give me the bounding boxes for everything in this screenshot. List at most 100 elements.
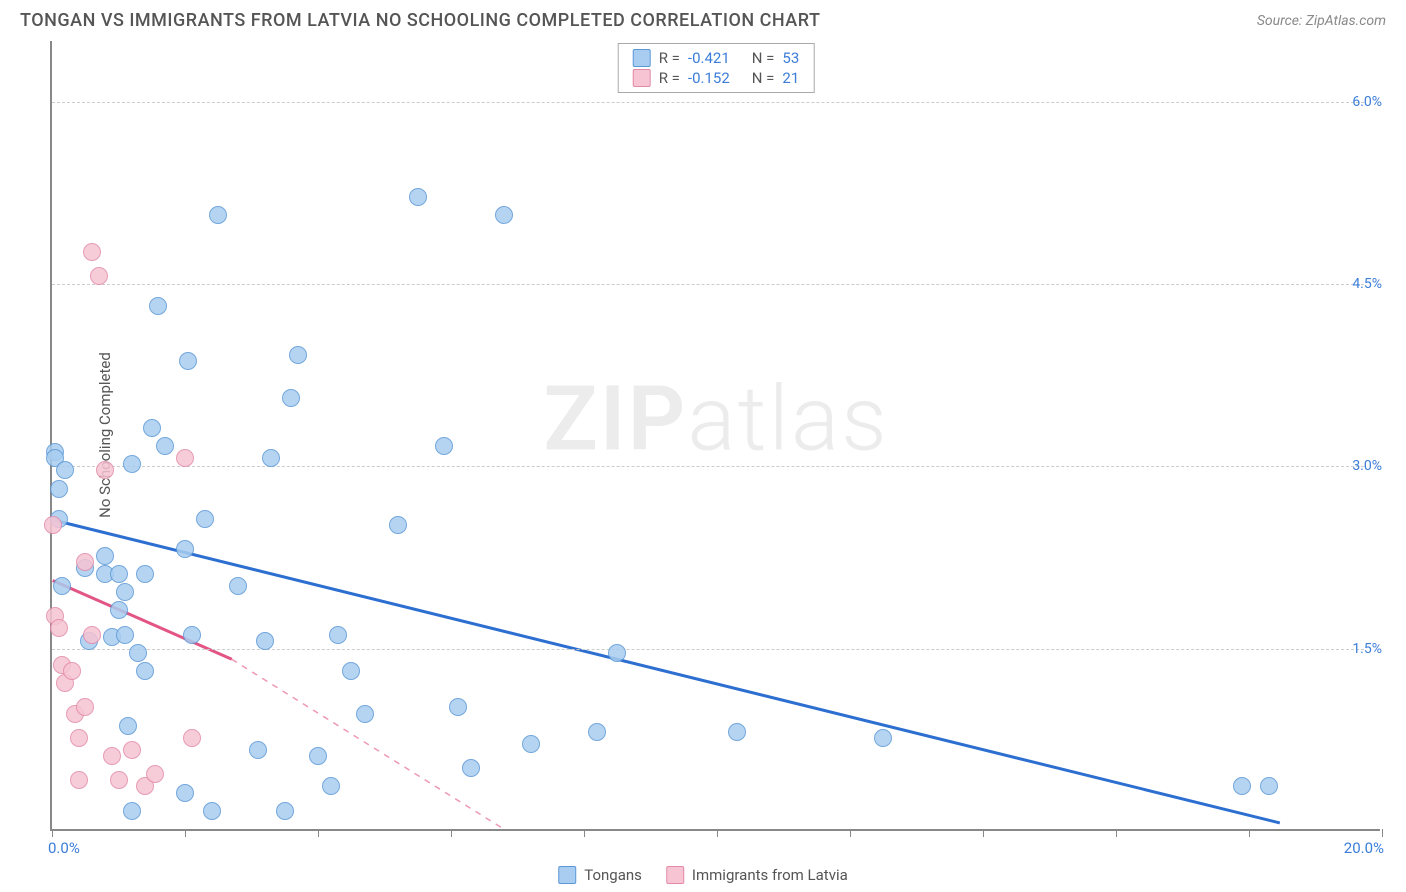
legend-swatch bbox=[558, 866, 576, 884]
data-point bbox=[176, 540, 194, 558]
legend-item: Tongans bbox=[558, 866, 642, 884]
y-tick-label: 1.5% bbox=[1352, 641, 1382, 657]
data-point bbox=[256, 632, 274, 650]
data-point bbox=[262, 449, 280, 467]
data-point bbox=[96, 461, 114, 479]
data-point bbox=[90, 267, 108, 285]
data-point bbox=[110, 601, 128, 619]
x-tick bbox=[983, 829, 984, 837]
data-point bbox=[70, 771, 88, 789]
data-point bbox=[143, 419, 161, 437]
data-point bbox=[435, 437, 453, 455]
gridline bbox=[52, 284, 1364, 285]
data-point bbox=[119, 717, 137, 735]
gridline bbox=[52, 466, 1364, 467]
data-point bbox=[322, 777, 340, 795]
data-point bbox=[110, 771, 128, 789]
x-tick bbox=[185, 829, 186, 837]
x-tick bbox=[1116, 829, 1117, 837]
legend-item: Immigrants from Latvia bbox=[666, 866, 848, 884]
data-point bbox=[329, 626, 347, 644]
data-point bbox=[276, 802, 294, 820]
data-point bbox=[282, 389, 300, 407]
n-label: N = bbox=[752, 69, 775, 87]
n-value: 21 bbox=[782, 69, 799, 87]
legend-swatch bbox=[666, 866, 684, 884]
data-point bbox=[110, 565, 128, 583]
y-tick-label: 4.5% bbox=[1352, 276, 1382, 292]
y-tick-label: 3.0% bbox=[1352, 458, 1382, 474]
legend-label: Immigrants from Latvia bbox=[692, 866, 848, 884]
data-point bbox=[449, 698, 467, 716]
data-point bbox=[70, 729, 88, 747]
data-point bbox=[183, 626, 201, 644]
gridline bbox=[52, 649, 1364, 650]
r-value: -0.152 bbox=[688, 69, 730, 87]
data-point bbox=[495, 206, 513, 224]
data-point bbox=[116, 626, 134, 644]
data-point bbox=[176, 784, 194, 802]
data-point bbox=[136, 565, 154, 583]
data-point bbox=[103, 747, 121, 765]
trend-lines bbox=[52, 41, 1380, 829]
data-point bbox=[1233, 777, 1251, 795]
legend-swatch bbox=[633, 69, 651, 87]
data-point bbox=[203, 802, 221, 820]
n-value: 53 bbox=[782, 49, 799, 67]
data-point bbox=[409, 188, 427, 206]
stats-row: R = -0.152 N = 21 bbox=[633, 68, 800, 88]
x-tick bbox=[850, 829, 851, 837]
data-point bbox=[183, 729, 201, 747]
data-point bbox=[149, 297, 167, 315]
chart-header: TONGAN VS IMMIGRANTS FROM LATVIA NO SCHO… bbox=[0, 0, 1406, 36]
data-point bbox=[129, 644, 147, 662]
data-point bbox=[1260, 777, 1278, 795]
data-point bbox=[249, 741, 267, 759]
data-point bbox=[356, 705, 374, 723]
data-point bbox=[116, 583, 134, 601]
data-point bbox=[156, 437, 174, 455]
data-point bbox=[53, 577, 71, 595]
data-point bbox=[76, 698, 94, 716]
data-point bbox=[123, 802, 141, 820]
data-point bbox=[608, 644, 626, 662]
stats-row: R = -0.421 N = 53 bbox=[633, 48, 800, 68]
data-point bbox=[342, 662, 360, 680]
data-point bbox=[462, 759, 480, 777]
x-tick bbox=[318, 829, 319, 837]
data-point bbox=[229, 577, 247, 595]
data-point bbox=[63, 662, 81, 680]
x-tick bbox=[717, 829, 718, 837]
chart-title: TONGAN VS IMMIGRANTS FROM LATVIA NO SCHO… bbox=[20, 10, 820, 31]
x-axis-end-label: 20.0% bbox=[1344, 839, 1384, 857]
data-point bbox=[83, 626, 101, 644]
r-value: -0.421 bbox=[688, 49, 730, 67]
data-point bbox=[44, 516, 62, 534]
scatter-chart: No Schooling Completed ZIPatlas R =-0.42… bbox=[50, 41, 1380, 831]
source-attribution: Source: ZipAtlas.com bbox=[1257, 13, 1386, 29]
x-tick bbox=[1382, 829, 1383, 837]
y-axis-label: No Schooling Completed bbox=[96, 352, 114, 518]
data-point bbox=[146, 765, 164, 783]
data-point bbox=[176, 449, 194, 467]
data-point bbox=[209, 206, 227, 224]
data-point bbox=[123, 455, 141, 473]
data-point bbox=[196, 510, 214, 528]
data-point bbox=[588, 723, 606, 741]
data-point bbox=[136, 662, 154, 680]
data-point bbox=[389, 516, 407, 534]
data-point bbox=[874, 729, 892, 747]
gridline bbox=[52, 102, 1364, 103]
data-point bbox=[123, 741, 141, 759]
data-point bbox=[83, 243, 101, 261]
data-point bbox=[76, 553, 94, 571]
r-label: R = bbox=[659, 49, 680, 67]
data-point bbox=[522, 735, 540, 753]
x-tick bbox=[1249, 829, 1250, 837]
n-label: N = bbox=[752, 49, 775, 67]
x-tick bbox=[451, 829, 452, 837]
x-tick bbox=[584, 829, 585, 837]
data-point bbox=[289, 346, 307, 364]
r-label: R = bbox=[659, 69, 680, 87]
data-point bbox=[96, 547, 114, 565]
